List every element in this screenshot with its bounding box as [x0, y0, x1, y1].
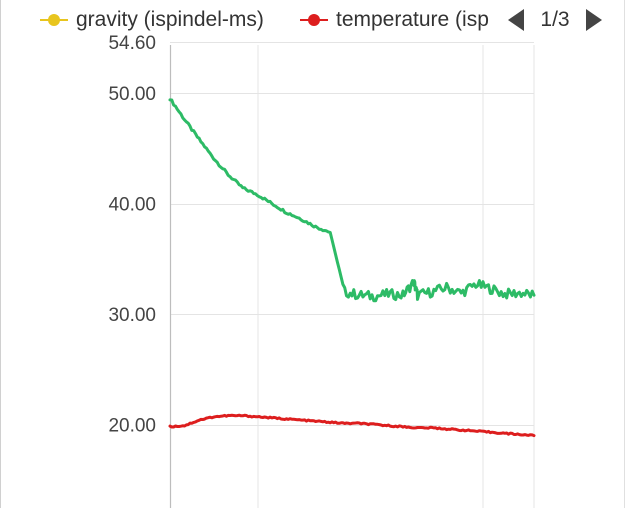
legend-gravity-marker-icon	[40, 13, 68, 27]
legend-temperature-label: temperature (isp	[336, 8, 489, 31]
y-tick-label: 20.00	[108, 416, 156, 437]
y-tick-label: 40.00	[108, 195, 156, 216]
legend-gravity-label: gravity (ispindel-ms)	[76, 8, 264, 31]
chart-grid	[169, 42, 535, 508]
legend-pager: 1/3	[508, 6, 602, 34]
legend-temperature-dot	[308, 14, 320, 26]
temperature-series-line	[168, 413, 536, 438]
page-indicator: 1/3	[540, 8, 570, 31]
chart-legend: gravity (ispindel-ms) temperature (isp 1…	[0, 0, 640, 40]
green-series-line	[168, 98, 536, 303]
y-axis-tick-labels: 54.60 50.00 40.00 30.00 20.00	[108, 33, 156, 436]
previous-page-arrow-icon[interactable]	[508, 9, 524, 31]
y-tick-label: 30.00	[108, 305, 156, 326]
legend-item-temperature[interactable]: temperature (isp	[300, 7, 498, 33]
next-page-arrow-icon[interactable]	[585, 9, 602, 31]
legend-item-gravity[interactable]: gravity (ispindel-ms)	[40, 7, 290, 33]
chart-series	[168, 98, 536, 438]
y-tick-label: 54.60	[108, 33, 156, 54]
legend-gravity-dot	[48, 14, 60, 26]
legend-temperature-marker-icon	[300, 13, 328, 27]
panel-left-border	[0, 0, 1, 508]
y-tick-label: 50.00	[108, 84, 156, 105]
panel-right-border	[624, 0, 625, 508]
